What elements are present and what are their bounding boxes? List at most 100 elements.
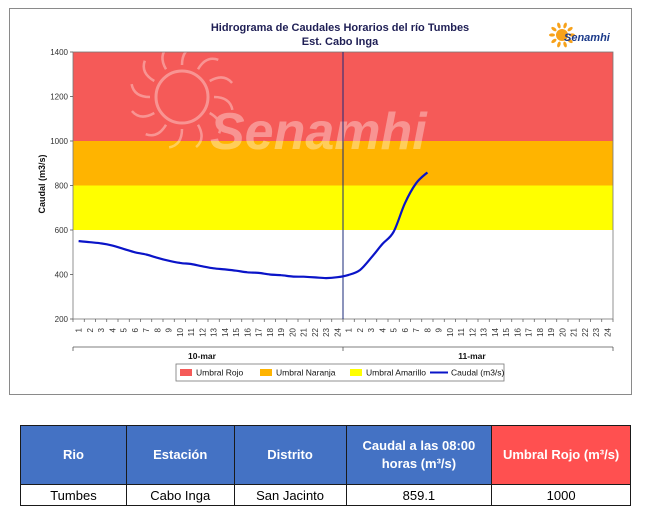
x-tick-label: 7 xyxy=(142,327,151,332)
senamhi-logo: Senamhi xyxy=(549,22,611,48)
x-tick-label: 18 xyxy=(536,327,545,336)
header-rio: Rio xyxy=(20,425,127,485)
logo-ray xyxy=(549,33,555,37)
header-caudal: Caudal a las 08:00 horas (m³/s) xyxy=(345,425,493,485)
x-tick-label: 9 xyxy=(435,327,444,332)
chart-frame: Senamhi 200 400 600 800 1000 1200 1400 1 2 3 4 5 6 7 8… xyxy=(9,8,632,395)
watermark-ray xyxy=(196,57,219,70)
chart-subtitle: Est. Cabo Inga xyxy=(302,36,379,48)
x-tick-label: 10 xyxy=(446,327,455,336)
logo-ray xyxy=(551,26,557,32)
x-tick-label: 22 xyxy=(311,327,320,336)
y-tick-label: 800 xyxy=(55,182,69,191)
x-tick-label: 4 xyxy=(108,327,117,332)
legend-entry: Umbral Amarillo xyxy=(366,368,426,378)
logo-ray xyxy=(557,41,561,48)
x-tick-label: 22 xyxy=(581,327,590,336)
logo-ray xyxy=(551,38,557,44)
x-tick-label: 2 xyxy=(86,327,95,332)
header-distrito: Distrito xyxy=(233,425,347,485)
x-tick-label: 6 xyxy=(401,327,410,332)
legend: Umbral Rojo Umbral Naranja Umbral Amarillo… xyxy=(175,363,505,382)
watermark-text: Senamhi xyxy=(210,103,428,161)
y-tick-label: 200 xyxy=(55,315,69,324)
x-tick-label: 7 xyxy=(412,327,421,332)
legend-swatch xyxy=(260,369,272,376)
legend-swatch xyxy=(350,369,362,376)
x-tick-label: 11 xyxy=(457,327,466,336)
x-tick-label: 16 xyxy=(513,327,522,336)
table-header-row: Rio Estación Distrito Caudal a las 08:00… xyxy=(20,425,631,485)
logo-ray xyxy=(557,22,561,29)
x-tick-label: 1 xyxy=(345,327,354,332)
watermark-ray xyxy=(161,45,169,70)
x-tick-label: 12 xyxy=(468,327,477,336)
cell-caudal: 859.1 xyxy=(345,484,493,506)
logo-text: Senamhi xyxy=(564,32,611,44)
x-tick-label: 12 xyxy=(198,327,207,336)
x-tick-label: 14 xyxy=(221,327,230,336)
cell-umbral-rojo: 1000 xyxy=(491,484,631,506)
legend-entry: Caudal (m3/s) xyxy=(451,368,505,378)
cell-estacion: Cabo Inga xyxy=(125,484,235,506)
logo-ray xyxy=(569,33,575,37)
x-tick-label: 17 xyxy=(255,327,264,336)
cell-rio: Tumbes xyxy=(20,484,127,506)
legend-entry: Umbral Naranja xyxy=(276,368,336,378)
x-tick-label: 10 xyxy=(176,327,185,336)
y-axis-label: Caudal (m3/s) xyxy=(37,154,47,213)
x-tick-label: 2 xyxy=(356,327,365,332)
x-tick-label: 4 xyxy=(378,327,387,332)
day-label: 11-mar xyxy=(458,351,486,361)
chart-title: Hidrograma de Caudales Horarios del río … xyxy=(211,22,469,34)
x-tick-label: 6 xyxy=(131,327,140,332)
x-tick-label: 13 xyxy=(480,327,489,336)
x-tick-label: 20 xyxy=(558,327,567,336)
logo-ray xyxy=(567,26,573,32)
x-tick-label: 1 xyxy=(75,327,84,332)
x-tick-label: 23 xyxy=(592,327,601,336)
day-label: 10-mar xyxy=(188,351,217,361)
x-tick-label: 9 xyxy=(165,327,174,332)
logo-ray xyxy=(567,38,573,44)
x-tick-label: 24 xyxy=(333,327,342,336)
y-tick-label: 1000 xyxy=(50,137,68,146)
x-tick-label: 13 xyxy=(210,327,219,336)
x-tick-label: 11 xyxy=(187,327,196,336)
y-tick-label: 1400 xyxy=(50,48,68,57)
x-tick-label: 19 xyxy=(277,327,286,336)
x-tick-label: 20 xyxy=(288,327,297,336)
x-tick-label: 21 xyxy=(570,327,579,336)
y-tick-label: 400 xyxy=(55,271,69,280)
x-tick-label: 8 xyxy=(423,327,432,332)
header-umbral-rojo: Umbral Rojo (m³/s) xyxy=(491,425,631,485)
series-line-caudal xyxy=(78,171,429,280)
table-row: Tumbes Cabo Inga San Jacinto 859.1 1000 xyxy=(20,484,631,506)
y-tick-label: 1200 xyxy=(50,93,68,102)
watermark-ray xyxy=(168,128,184,149)
x-tick-label: 23 xyxy=(322,327,331,336)
y-tick-label: 600 xyxy=(55,226,69,235)
x-tick-label: 3 xyxy=(97,327,106,332)
legend-entry: Umbral Rojo xyxy=(196,368,244,378)
x-tick-label: 15 xyxy=(502,327,511,336)
x-tick-label: 3 xyxy=(367,327,376,332)
x-tick-label: 18 xyxy=(266,327,275,336)
watermark-ray xyxy=(142,60,155,83)
x-tick-label: 24 xyxy=(603,327,612,336)
x-tick-label: 19 xyxy=(547,327,556,336)
watermark-ray xyxy=(130,83,151,99)
x-tick-label: 17 xyxy=(525,327,534,336)
x-tick-label: 5 xyxy=(390,327,399,332)
x-tick-label: 14 xyxy=(491,327,500,336)
watermark-ray xyxy=(195,124,203,149)
watermark-ray xyxy=(130,110,155,118)
logo-ray xyxy=(563,41,567,48)
x-tick-label: 21 xyxy=(300,327,309,336)
sun-icon xyxy=(549,22,575,48)
legend-box xyxy=(175,363,505,382)
x-tick-label: 5 xyxy=(120,327,129,332)
x-tick-label: 15 xyxy=(232,327,241,336)
